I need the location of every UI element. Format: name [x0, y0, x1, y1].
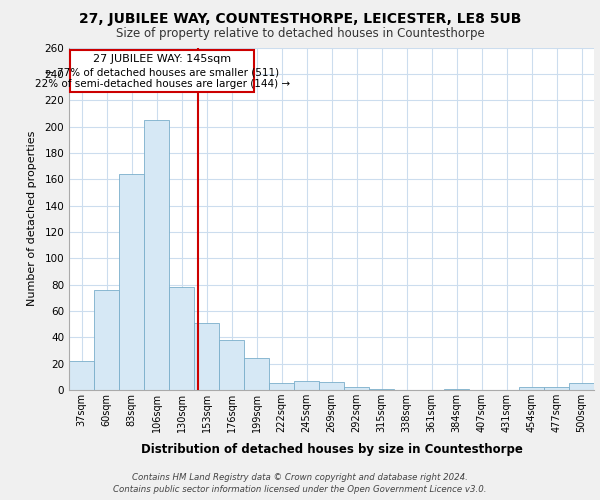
- Bar: [219, 340, 244, 390]
- Bar: [519, 388, 544, 390]
- Bar: [569, 384, 594, 390]
- Bar: [294, 381, 319, 390]
- Text: Contains HM Land Registry data © Crown copyright and database right 2024.: Contains HM Land Registry data © Crown c…: [132, 472, 468, 482]
- Text: 27 JUBILEE WAY: 145sqm: 27 JUBILEE WAY: 145sqm: [93, 54, 231, 64]
- Text: Size of property relative to detached houses in Countesthorpe: Size of property relative to detached ho…: [116, 28, 484, 40]
- Text: 22% of semi-detached houses are larger (144) →: 22% of semi-detached houses are larger (…: [35, 79, 290, 89]
- Bar: [94, 290, 119, 390]
- Text: Contains public sector information licensed under the Open Government Licence v3: Contains public sector information licen…: [113, 485, 487, 494]
- Bar: [319, 382, 344, 390]
- Bar: [69, 361, 94, 390]
- X-axis label: Distribution of detached houses by size in Countesthorpe: Distribution of detached houses by size …: [140, 444, 523, 456]
- Bar: [344, 388, 369, 390]
- Bar: [544, 388, 569, 390]
- Bar: [244, 358, 269, 390]
- Bar: [194, 323, 219, 390]
- Bar: [269, 384, 294, 390]
- Y-axis label: Number of detached properties: Number of detached properties: [28, 131, 37, 306]
- Text: 27, JUBILEE WAY, COUNTESTHORPE, LEICESTER, LE8 5UB: 27, JUBILEE WAY, COUNTESTHORPE, LEICESTE…: [79, 12, 521, 26]
- Bar: [169, 287, 194, 390]
- Bar: [144, 120, 169, 390]
- Bar: [119, 174, 144, 390]
- Bar: [444, 388, 469, 390]
- FancyBboxPatch shape: [70, 50, 254, 92]
- Bar: [369, 388, 394, 390]
- Text: ← 77% of detached houses are smaller (511): ← 77% of detached houses are smaller (51…: [45, 68, 279, 78]
